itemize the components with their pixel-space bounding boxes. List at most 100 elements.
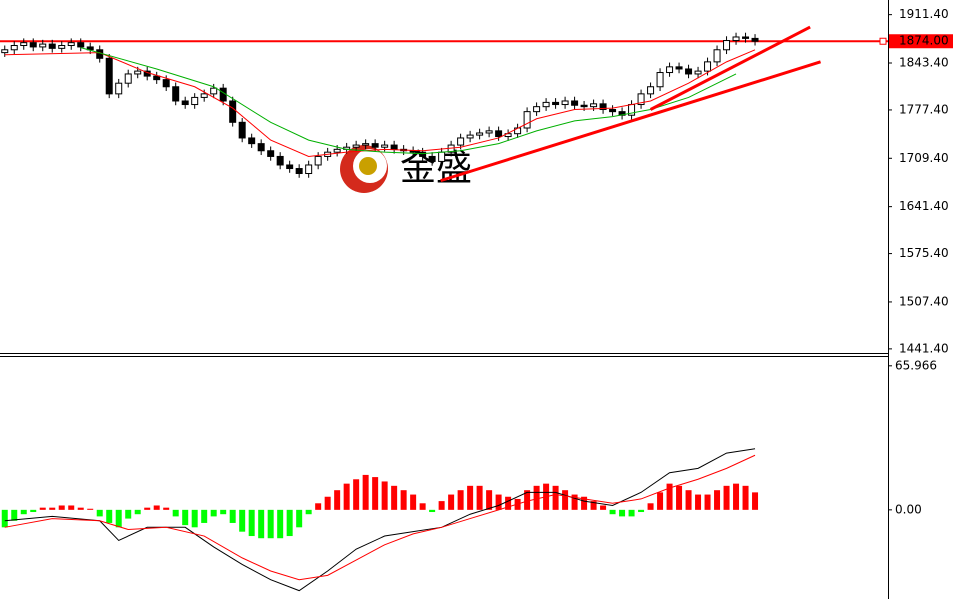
price-marker <box>879 37 887 45</box>
candle-body <box>694 70 702 75</box>
candle-body <box>713 49 721 63</box>
candle-body <box>732 36 740 42</box>
histogram-bar <box>723 485 730 510</box>
histogram-bar <box>695 494 702 510</box>
histogram-bar <box>685 490 692 510</box>
y-tick-label: 1911.40 <box>899 7 949 21</box>
histogram-bar <box>68 505 75 510</box>
histogram-bar <box>210 509 217 517</box>
candle-body <box>181 100 189 106</box>
candle-body <box>238 121 246 139</box>
candle-body <box>67 42 75 47</box>
histogram-bar <box>172 509 179 517</box>
candle-body <box>495 130 503 138</box>
candle-body <box>457 137 465 146</box>
candle-body <box>742 36 750 39</box>
candle-body <box>86 46 94 51</box>
histogram-bar <box>106 509 113 523</box>
candle-body <box>466 134 474 139</box>
candle-body <box>438 151 446 162</box>
candle-body <box>39 43 47 48</box>
candle-body <box>552 101 560 106</box>
y-tick-label: 1575.40 <box>899 246 949 260</box>
y-tick-label: 1709.40 <box>899 151 949 165</box>
macd-line <box>4 454 756 581</box>
histogram-bar <box>115 509 122 528</box>
candle-body <box>29 42 37 48</box>
candle-body <box>276 155 284 166</box>
candle-body <box>751 37 759 42</box>
histogram-bar <box>704 494 711 510</box>
histogram-bar <box>324 496 331 510</box>
histogram-bar <box>144 507 151 510</box>
candle-body <box>200 93 208 98</box>
histogram-bar <box>419 503 426 510</box>
trend-line <box>440 60 822 183</box>
histogram-bar <box>381 481 388 510</box>
histogram-bar <box>486 490 493 510</box>
candle-body <box>647 86 655 95</box>
histogram-bar <box>666 483 673 510</box>
candle-body <box>295 168 303 175</box>
candle-body <box>637 93 645 106</box>
candle-body <box>666 66 674 74</box>
histogram-bar <box>134 509 141 515</box>
y-tick-label: 0.00 <box>895 502 922 516</box>
histogram-bar <box>742 485 749 510</box>
candle-body <box>20 42 28 47</box>
candle-body <box>580 104 588 108</box>
candle-body <box>685 68 693 75</box>
histogram-bar <box>87 508 94 510</box>
histogram-bar <box>277 509 284 539</box>
histogram-bar <box>163 507 170 510</box>
price-tag <box>889 34 953 49</box>
candle-body <box>523 111 531 129</box>
histogram-bar <box>448 494 455 510</box>
candle-body <box>305 164 313 175</box>
candle-body <box>675 66 683 70</box>
candle-body <box>314 155 322 166</box>
y-tick-label: 1507.40 <box>899 294 949 308</box>
histogram-bar <box>400 490 407 510</box>
candle-body <box>1 49 9 54</box>
candle-body <box>352 144 360 148</box>
candle-body <box>561 100 569 106</box>
histogram-bar <box>58 505 65 510</box>
candle-body <box>115 82 123 95</box>
candle-body <box>77 42 85 48</box>
moving-average <box>80 47 737 155</box>
histogram-bar <box>20 509 27 515</box>
histogram-bar <box>476 485 483 510</box>
histogram-bar <box>1 509 8 528</box>
histogram-bar <box>619 509 626 517</box>
histogram-bar <box>552 485 559 510</box>
histogram-bar <box>600 505 607 510</box>
histogram-bar <box>429 509 436 513</box>
histogram-bar <box>457 490 464 510</box>
histogram-bar <box>590 501 597 510</box>
candle-body <box>229 100 237 123</box>
candle-body <box>153 75 161 81</box>
histogram-bar <box>315 503 322 510</box>
candle-body <box>390 144 398 150</box>
histogram-bar <box>343 483 350 510</box>
histogram-bar <box>391 485 398 510</box>
histogram-bar <box>182 509 189 526</box>
y-tick-label: 1843.40 <box>899 56 949 70</box>
histogram-bar <box>657 492 664 510</box>
candle-body <box>476 132 484 136</box>
candle-body <box>533 106 541 113</box>
candle-body <box>381 144 389 148</box>
histogram-bar <box>77 507 84 510</box>
histogram-bar <box>11 509 18 521</box>
histogram-bar <box>362 474 369 510</box>
histogram-bar <box>334 490 341 510</box>
watermark-logo <box>340 145 388 193</box>
histogram-bar <box>372 477 379 510</box>
histogram-bar <box>524 490 531 510</box>
histogram-bar <box>49 507 56 510</box>
histogram-bar <box>248 509 255 537</box>
histogram-bar <box>571 494 578 510</box>
candle-body <box>248 137 256 145</box>
